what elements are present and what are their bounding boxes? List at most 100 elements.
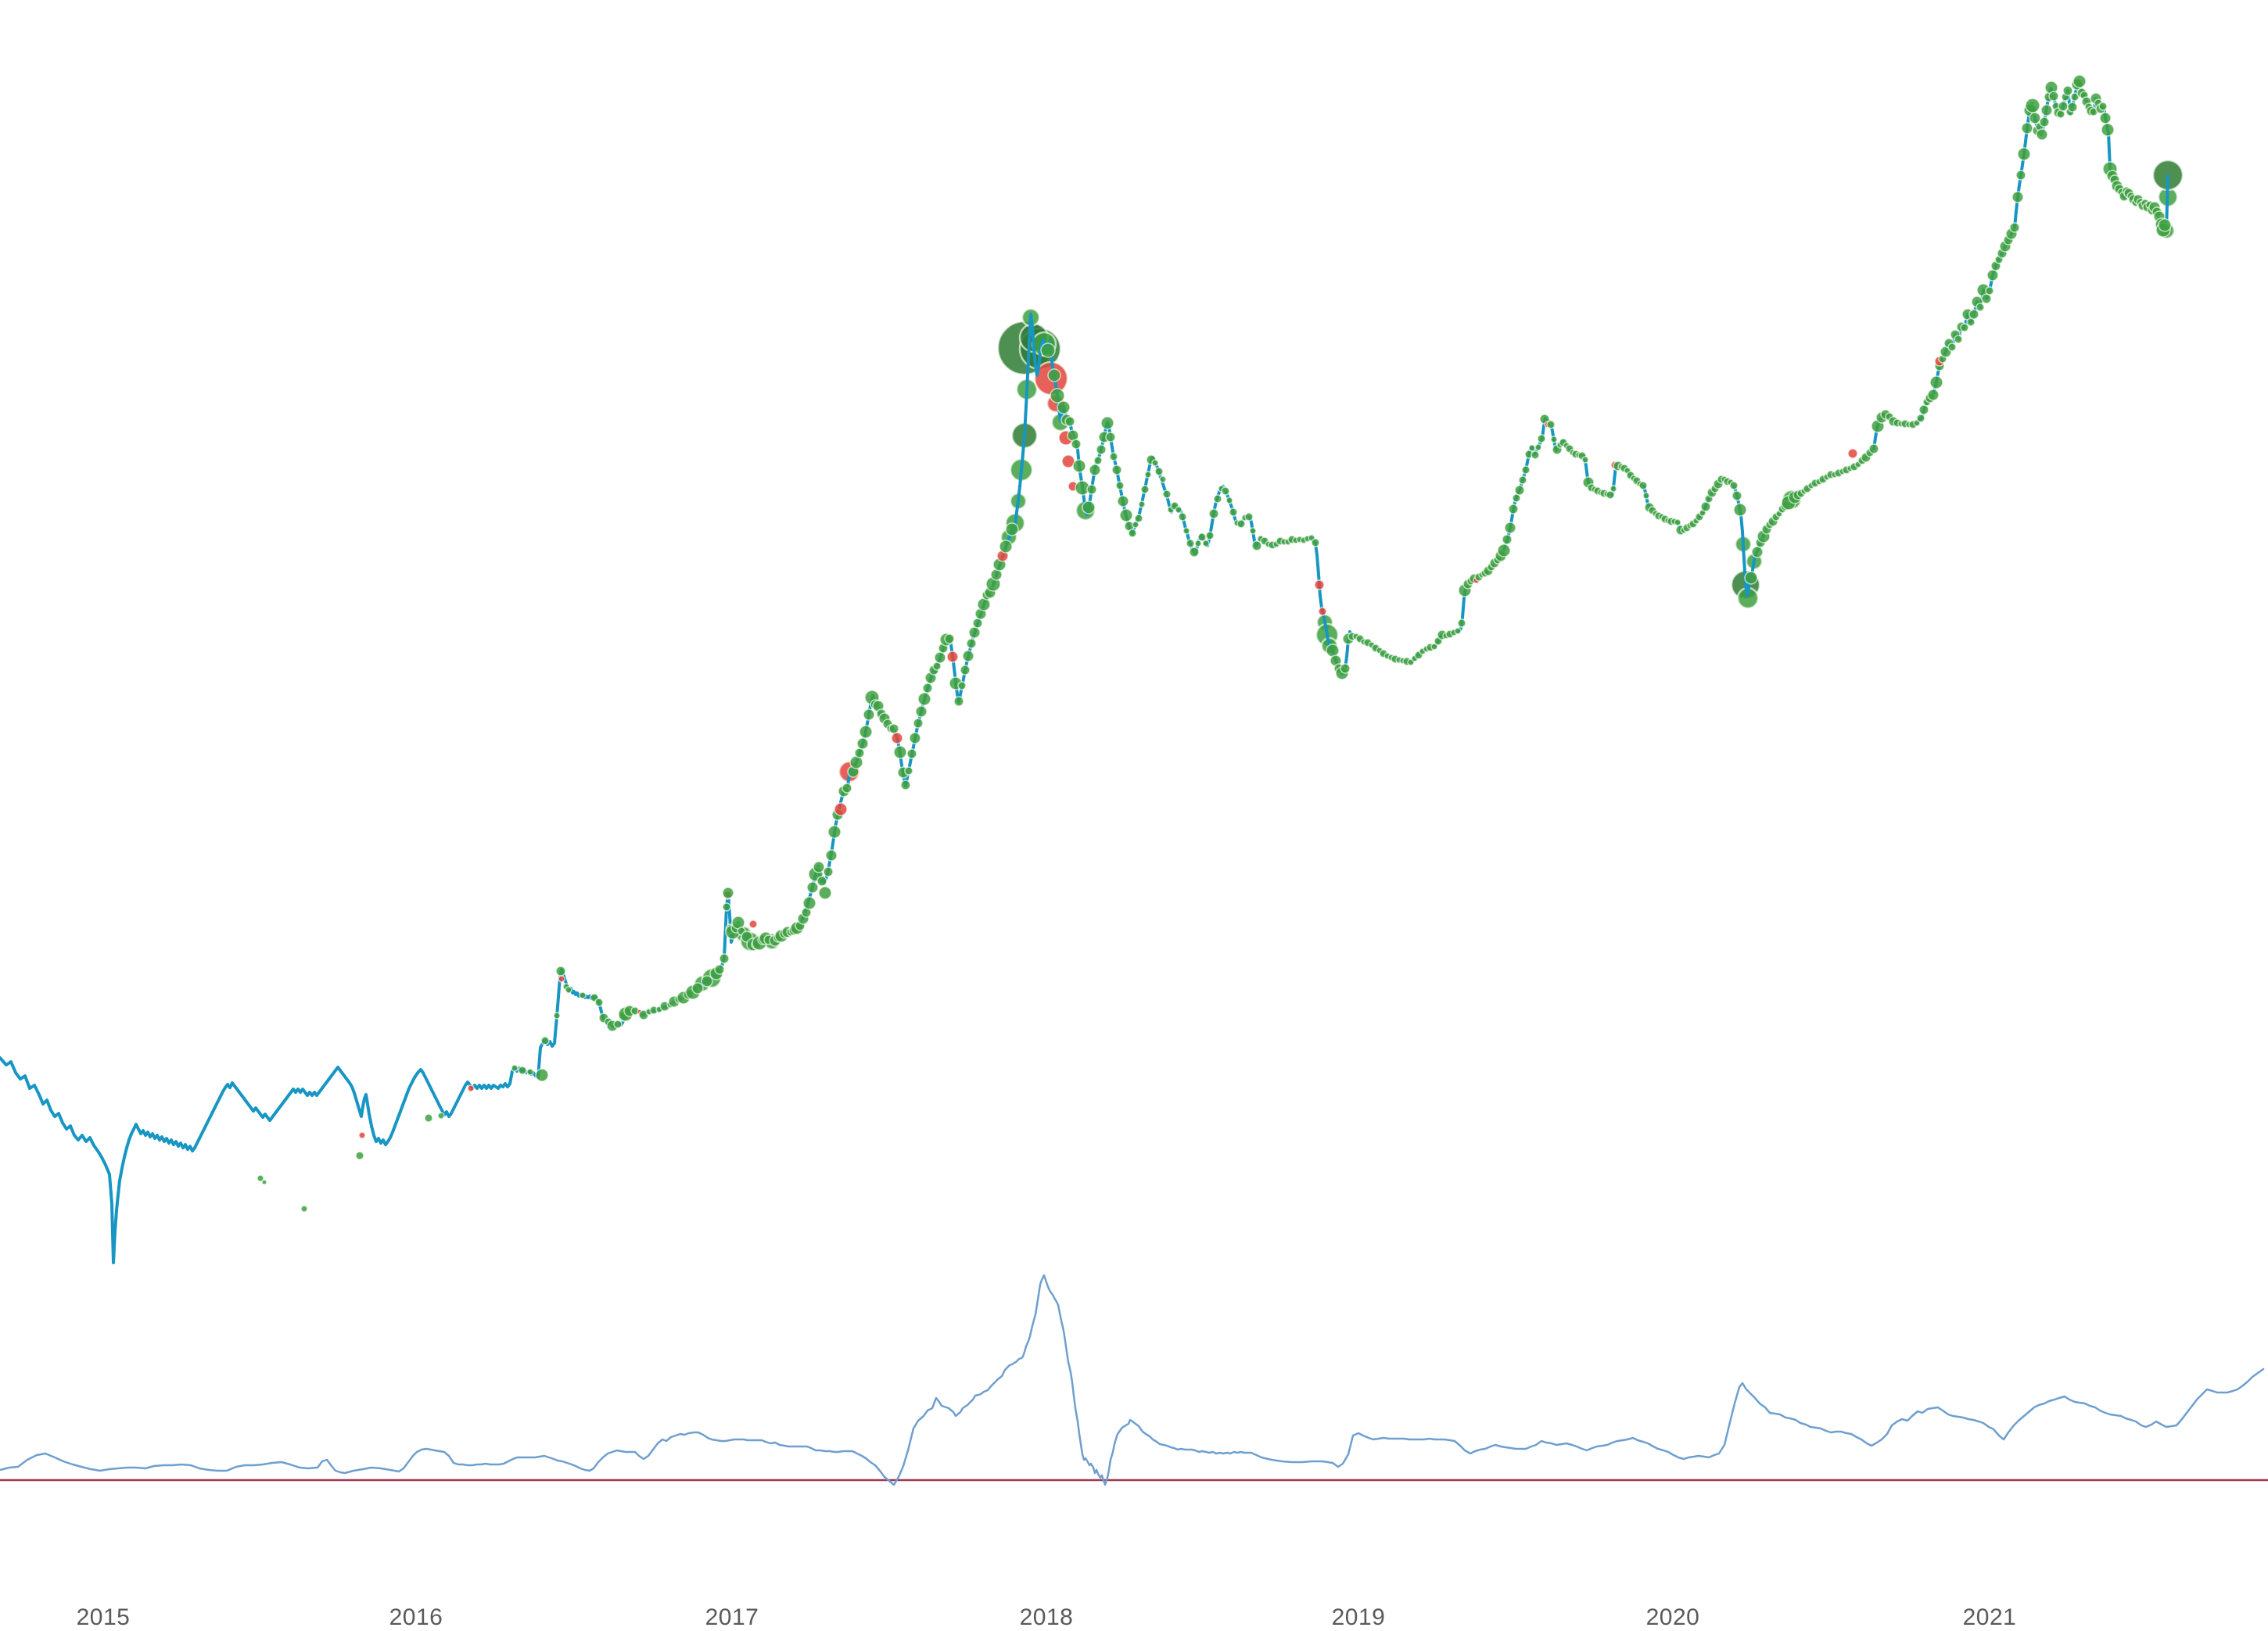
buy-marker [934, 651, 946, 664]
buy-marker [1151, 459, 1159, 467]
buy-marker [2072, 74, 2087, 88]
buy-marker [1960, 323, 1969, 332]
buy-marker [1050, 388, 1065, 403]
buy-marker [2017, 147, 2031, 161]
buy-marker [2015, 170, 2026, 181]
sell-marker [1318, 607, 1327, 616]
buy-marker [2021, 122, 2033, 134]
buy-marker [1581, 456, 1589, 464]
buy-marker [842, 783, 852, 794]
buy-marker [854, 747, 865, 758]
buy-marker [1732, 490, 1742, 501]
buy-marker [1638, 481, 1648, 490]
buy-marker [1093, 456, 1103, 465]
buy-marker [1674, 518, 1681, 526]
buy-marker [1927, 389, 1940, 401]
buy-marker [823, 866, 834, 877]
buy-marker [2048, 91, 2059, 102]
buy-marker [691, 982, 704, 995]
buy-marker [526, 1068, 534, 1076]
buy-marker [261, 1179, 267, 1185]
buy-marker [953, 696, 964, 707]
buy-marker [719, 953, 730, 964]
buy-marker [1916, 414, 1925, 423]
buy-marker [553, 1012, 561, 1020]
buy-marker [2039, 116, 2050, 127]
buy-marker [909, 732, 921, 744]
buy-marker [579, 991, 587, 999]
buy-marker [1514, 485, 1525, 496]
buy-marker [2036, 128, 2048, 141]
buy-marker [1976, 303, 1985, 312]
x-axis-tick-2019: 2019 [1331, 1604, 1386, 1630]
buy-marker [1134, 514, 1143, 523]
buy-marker [1729, 481, 1739, 490]
buy-marker [1162, 489, 1172, 499]
sell-marker [1847, 448, 1858, 459]
buy-marker [1504, 522, 1516, 534]
buy-marker [1531, 450, 1540, 460]
buy-marker [1140, 485, 1150, 494]
buy-marker [1213, 494, 1222, 504]
buy-marker [1186, 539, 1195, 548]
sell-marker [558, 975, 565, 983]
buy-marker [300, 1205, 308, 1213]
buy-marker [2101, 123, 2115, 137]
buy-marker [1430, 643, 1438, 651]
buy-marker [1117, 495, 1129, 507]
buy-marker [1606, 490, 1615, 500]
buy-marker [518, 1066, 527, 1075]
buy-marker [917, 692, 931, 706]
price-line [0, 79, 2169, 1264]
buy-marker [888, 723, 899, 734]
buy-marker [535, 1068, 549, 1082]
buy-marker [1111, 464, 1122, 475]
buy-marker [900, 780, 911, 790]
buy-marker [1064, 416, 1075, 427]
buy-marker [813, 861, 825, 873]
buy-marker [960, 665, 971, 676]
buy-marker [2040, 104, 2053, 116]
x-axis-tick-2018: 2018 [1019, 1604, 1074, 1630]
sell-marker [834, 802, 848, 816]
buy-marker [1119, 508, 1133, 522]
buy-marker [966, 638, 977, 649]
buy-marker [1071, 439, 1082, 450]
buy-marker [1189, 547, 1200, 557]
buy-marker [355, 1151, 364, 1160]
buy-marker [915, 705, 928, 718]
buy-marker [1082, 500, 1096, 514]
buy-marker [1115, 481, 1125, 490]
buy-marker [1700, 501, 1711, 512]
buy-marker [1109, 452, 1118, 461]
x-axis-tick-2020: 2020 [1645, 1604, 1700, 1630]
sell-marker [748, 919, 758, 929]
buy-marker [1733, 503, 1747, 517]
buy-marker [2011, 191, 2024, 203]
buy-marker [1138, 500, 1146, 508]
buy-marker [437, 1112, 445, 1120]
buy-marker [1202, 539, 1210, 547]
buy-marker [1609, 485, 1617, 493]
buy-marker [701, 975, 713, 988]
buy-marker [1537, 434, 1546, 443]
buy-marker [1040, 342, 1056, 358]
buy-marker [827, 825, 842, 839]
buy-marker [1534, 443, 1542, 451]
buy-marker [1236, 519, 1246, 529]
buy-marker [802, 896, 816, 910]
buy-marker [825, 849, 838, 862]
buy-marker [1096, 444, 1107, 455]
buy-marker [1986, 269, 1999, 281]
buy-marker [1454, 627, 1462, 635]
buy-marker [1178, 512, 1187, 522]
buy-marker [1208, 508, 1219, 519]
buy-marker [1249, 527, 1257, 535]
buy-marker [1929, 375, 1943, 389]
buy-marker [944, 633, 955, 644]
buy-marker [1521, 465, 1531, 475]
buy-marker [1072, 459, 1086, 473]
buy-marker [1340, 663, 1351, 674]
buy-marker [722, 902, 731, 912]
